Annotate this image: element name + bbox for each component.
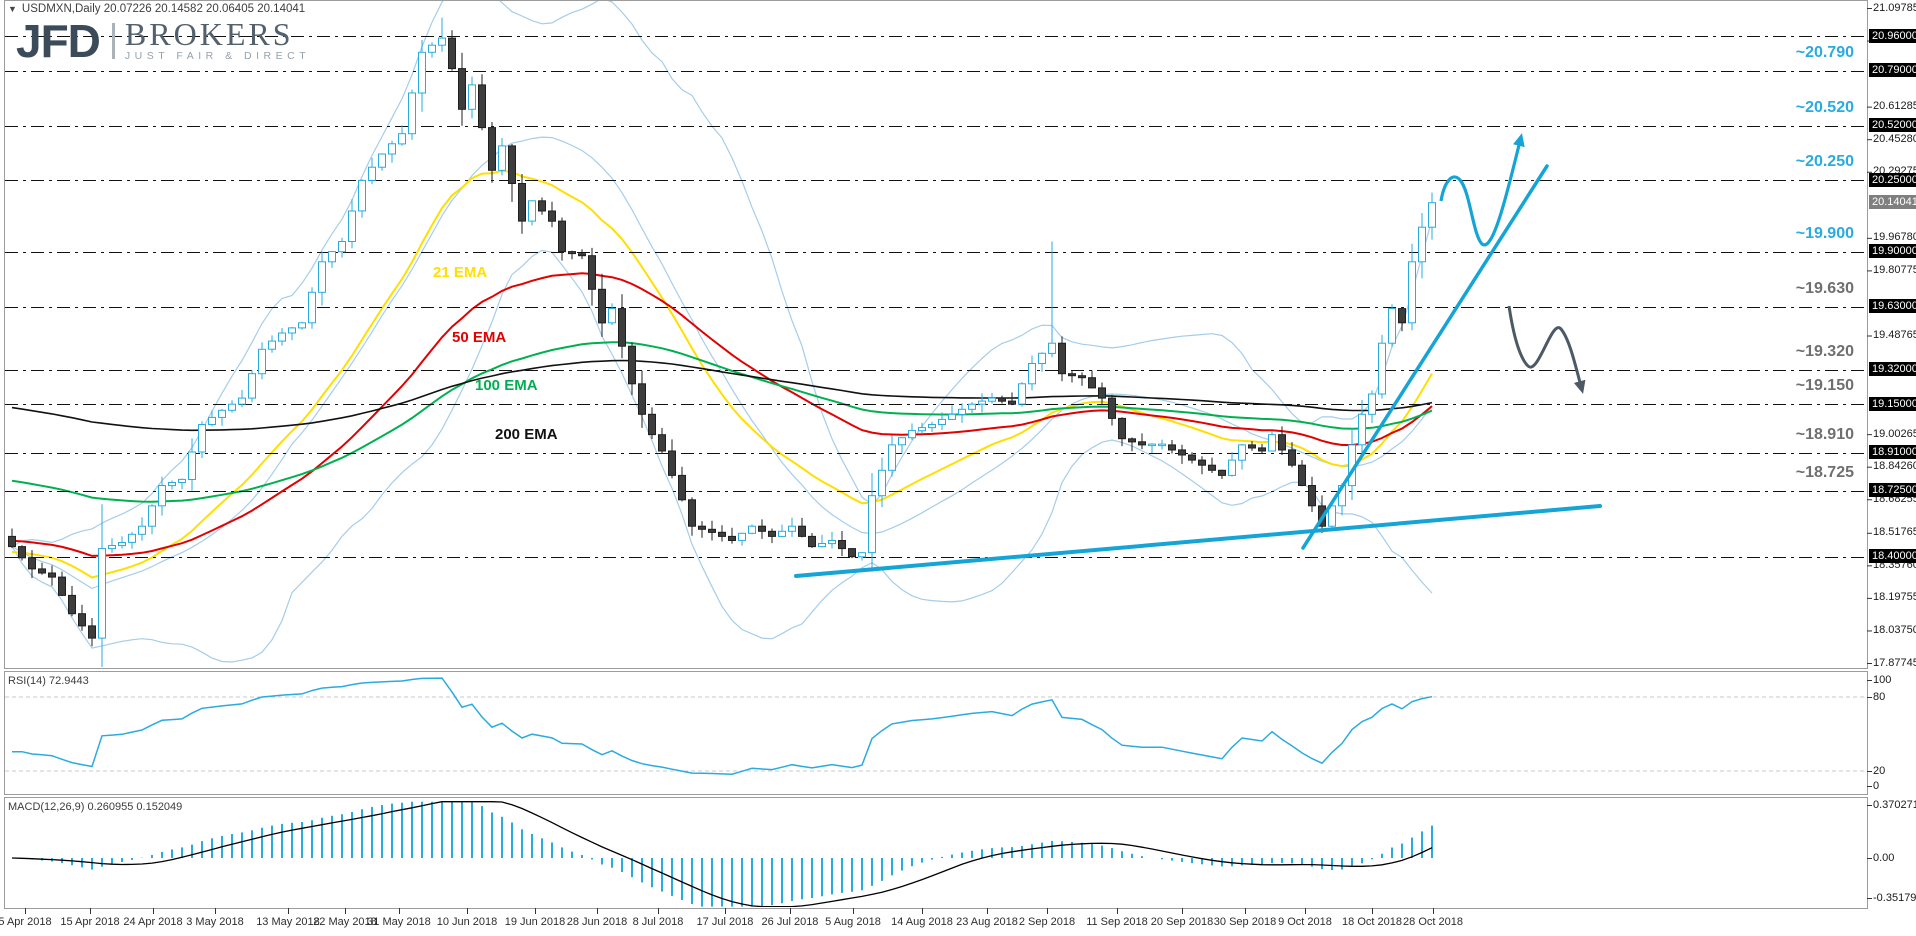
logo-jfd-text: JFD	[16, 15, 101, 67]
chart-title: ▼ USDMXN,Daily 20.07226 20.14582 20.06405…	[8, 3, 305, 15]
macd-panel	[4, 797, 1868, 909]
rsi-panel-label: RSI(14) 72.9443	[8, 675, 89, 687]
logo-tagline: JUST FAIR & DIRECT	[124, 50, 311, 62]
bollinger-lower	[11, 249, 1433, 663]
candles	[8, 17, 1436, 667]
macd-signal-line	[11, 801, 1433, 907]
steep-trendline[interactable]	[1301, 164, 1549, 550]
symbol-ohlc-text: USDMXN,Daily 20.07226 20.14582 20.06405 …	[21, 3, 306, 15]
ema-200-line	[11, 359, 1433, 432]
bearish-scenario-arrow[interactable]	[1507, 305, 1586, 394]
ema-21-line	[11, 169, 1433, 579]
bollinger-upper	[11, 1, 1433, 548]
macd-panel-label: MACD(12,26,9) 0.260955 0.152049	[8, 801, 183, 813]
logo-brokers-text: BROKERS	[124, 16, 294, 52]
ema-100-line	[11, 341, 1433, 503]
symbol-dropdown-icon[interactable]: ▼	[8, 4, 17, 14]
jfd-brokers-logo: JFD BROKERS JUST FAIR & DIRECT	[16, 15, 311, 67]
rsi-panel	[4, 671, 1868, 795]
macd-histogram	[11, 801, 1433, 907]
main-panel	[4, 0, 1868, 669]
ema-50-line	[11, 272, 1433, 557]
rsi-line	[12, 677, 1433, 775]
main-chart-plot	[11, 1, 1433, 663]
bollinger-middle	[11, 136, 1433, 590]
logo-divider	[111, 23, 115, 59]
support-trendline[interactable]	[794, 504, 1602, 578]
bullish-scenario-arrow[interactable]	[1439, 133, 1525, 247]
